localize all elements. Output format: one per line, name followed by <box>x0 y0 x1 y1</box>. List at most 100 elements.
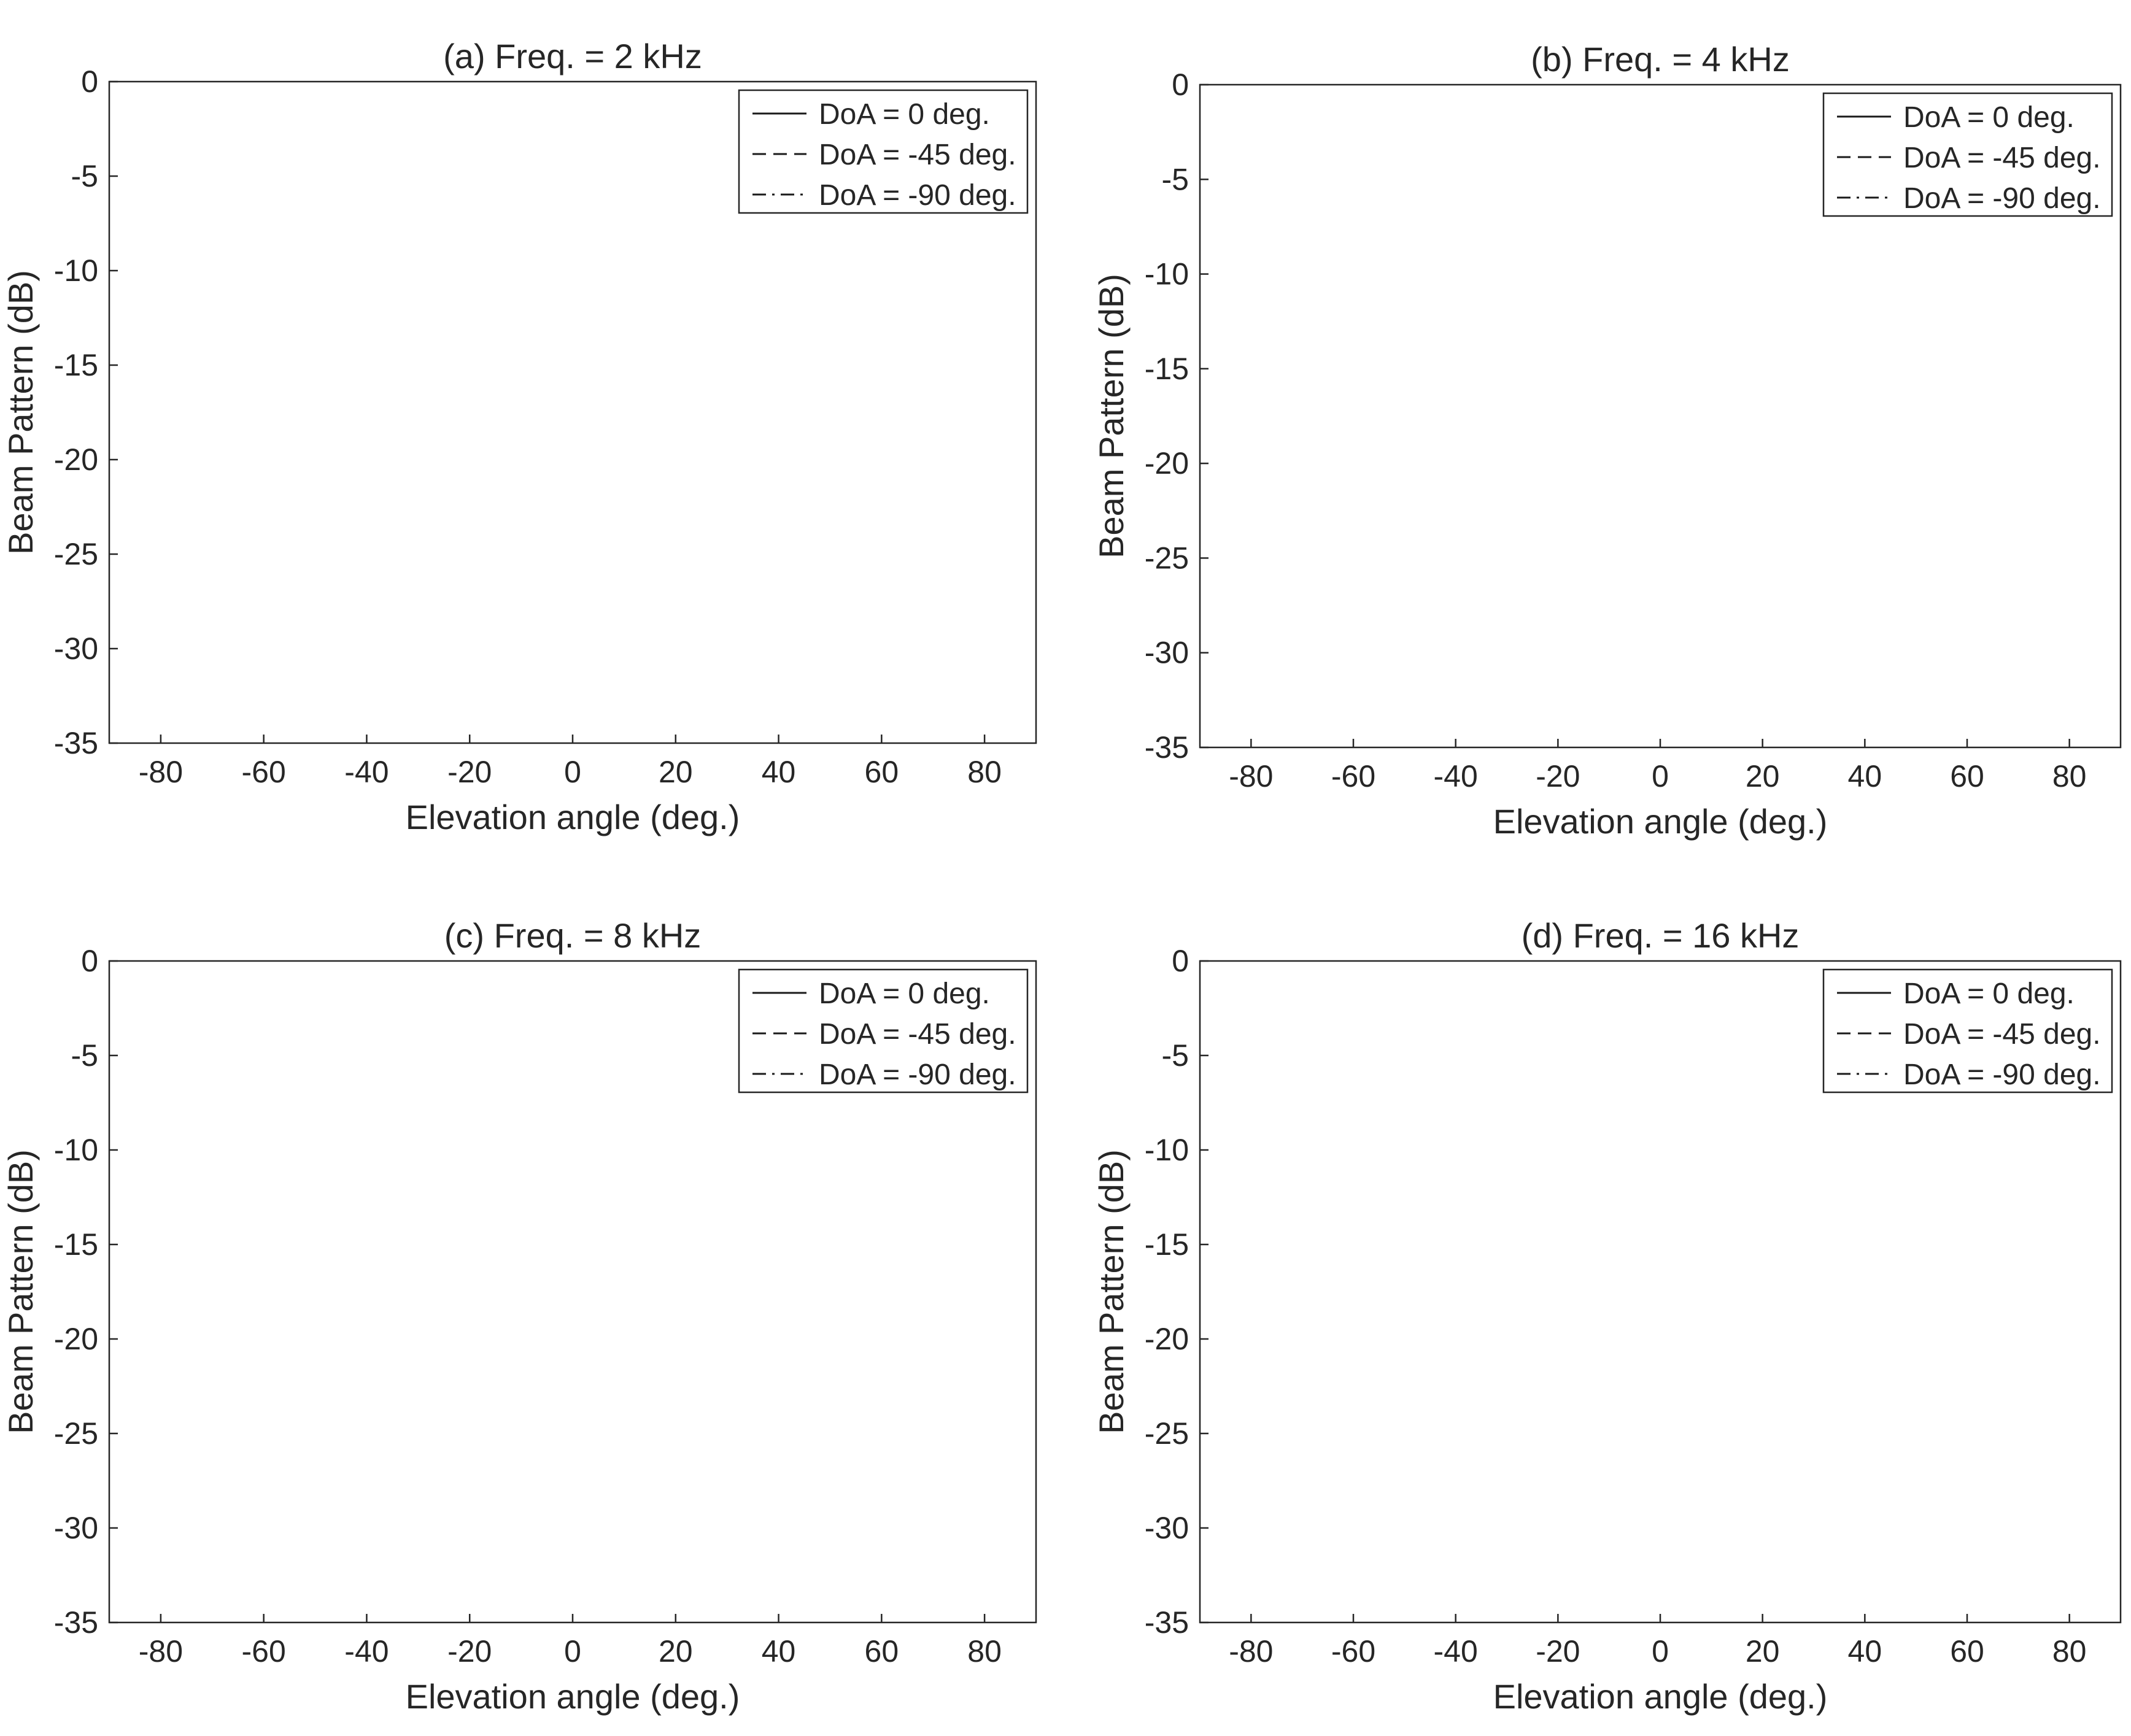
y-tick-label: -20 <box>54 442 98 477</box>
x-tick-label: 0 <box>1652 759 1669 793</box>
legend-entry: DoA = -45 deg. <box>819 139 1016 171</box>
y-tick-label: -20 <box>1145 446 1189 480</box>
y-tick-label: -15 <box>1145 1227 1189 1262</box>
y-tick-label: 0 <box>1172 944 1189 978</box>
chart-title: (a) Freq. = 2 kHz <box>443 37 702 75</box>
x-tick-label: -20 <box>447 755 492 789</box>
x-tick-label: -80 <box>1229 1634 1273 1668</box>
y-tick-label: -35 <box>54 1605 98 1640</box>
x-tick-label: 40 <box>1848 1634 1882 1668</box>
x-tick-label: -40 <box>344 1634 389 1668</box>
legend: DoA = 0 deg. DoA = -45 deg. DoA = -90 deg. <box>1822 968 2113 1094</box>
legend-box <box>1822 92 2113 217</box>
x-tick-label: -80 <box>1229 759 1273 793</box>
y-tick-label: -10 <box>54 1133 98 1167</box>
y-axis-label: Beam Pattern (dB) <box>1092 274 1131 558</box>
x-tick-label: -60 <box>1331 1634 1375 1668</box>
x-tick-label: 0 <box>564 1634 581 1668</box>
y-tick-label: -10 <box>1145 1133 1189 1167</box>
y-tick-label: -35 <box>54 726 98 760</box>
x-tick-label: -60 <box>1331 759 1375 793</box>
x-tick-label: 60 <box>865 755 899 789</box>
x-axis-label: Elevation angle (deg.) <box>406 1677 740 1716</box>
y-tick-label: -20 <box>1145 1322 1189 1356</box>
x-tick-label: 80 <box>2052 759 2087 793</box>
y-tick-label: -20 <box>54 1322 98 1356</box>
legend-entry: DoA = -45 deg. <box>819 1018 1016 1051</box>
y-tick-label: 0 <box>1172 68 1189 102</box>
legend-entry: DoA = -90 deg. <box>819 179 1016 212</box>
x-tick-label: 60 <box>1950 759 1984 793</box>
x-tick-label: 0 <box>1652 1634 1669 1668</box>
x-tick-label: 60 <box>1950 1634 1984 1668</box>
x-axis-label: Elevation angle (deg.) <box>1493 1677 1828 1716</box>
legend-entry: DoA = -90 deg. <box>1903 1059 2101 1091</box>
y-tick-label: -30 <box>1145 636 1189 670</box>
x-tick-label: 80 <box>967 755 1002 789</box>
x-tick-label: -80 <box>139 1634 183 1668</box>
x-tick-label: -40 <box>1434 759 1478 793</box>
y-tick-label: -30 <box>54 631 98 666</box>
y-tick-label: -10 <box>1145 257 1189 291</box>
legend-box <box>738 89 1029 214</box>
x-tick-label: -20 <box>1536 1634 1580 1668</box>
y-tick-label: -25 <box>1145 1416 1189 1451</box>
x-axis-label: Elevation angle (deg.) <box>1493 802 1828 841</box>
legend: DoA = 0 deg. DoA = -45 deg. DoA = -90 deg. <box>1822 92 2113 217</box>
y-axis-label: Beam Pattern (dB) <box>1 1149 40 1434</box>
x-tick-label: -20 <box>1536 759 1580 793</box>
legend-entry: DoA = 0 deg. <box>1903 978 2075 1010</box>
legend-entry: DoA = -45 deg. <box>1903 142 2101 174</box>
x-tick-label: 20 <box>1746 759 1780 793</box>
x-tick-label: -60 <box>242 755 286 789</box>
x-tick-label: -40 <box>344 755 389 789</box>
y-tick-label: -15 <box>54 1227 98 1262</box>
y-tick-label: -5 <box>71 159 98 193</box>
y-tick-label: -15 <box>54 348 98 382</box>
x-tick-label: 80 <box>967 1634 1002 1668</box>
y-tick-label: -5 <box>1162 1038 1189 1073</box>
x-tick-label: 40 <box>762 755 796 789</box>
legend-entry: DoA = -45 deg. <box>1903 1018 2101 1051</box>
x-tick-label: 60 <box>865 1634 899 1668</box>
y-axis-label: Beam Pattern (dB) <box>1092 1149 1131 1434</box>
x-tick-label: -20 <box>447 1634 492 1668</box>
x-axis-label: Elevation angle (deg.) <box>406 798 740 836</box>
y-tick-label: 0 <box>81 944 98 978</box>
x-tick-label: -80 <box>139 755 183 789</box>
x-tick-label: 80 <box>2052 1634 2087 1668</box>
y-tick-label: -25 <box>54 537 98 571</box>
panel-d-16khz: -80 -60 -40 -20 0 20 40 60 80 0 -5 -10 -15 -20 -25 -30 -… <box>1092 916 2122 1716</box>
legend-entry: DoA = 0 deg. <box>1903 101 2075 134</box>
legend-entry: DoA = 0 deg. <box>819 978 990 1010</box>
legend-box <box>738 968 1029 1094</box>
x-tick-label: 0 <box>564 755 581 789</box>
x-tick-label: 20 <box>659 1634 693 1668</box>
x-tick-label: -60 <box>242 1634 286 1668</box>
legend-box <box>1822 968 2113 1094</box>
legend: DoA = 0 deg. DoA = -45 deg. DoA = -90 deg. <box>738 89 1029 214</box>
panel-b-4khz: -80 -60 -40 -20 0 20 40 60 80 0 -5 -10 -15 -20 -25 -30 -… <box>1092 40 2122 841</box>
x-tick-label: 40 <box>762 1634 796 1668</box>
panel-c-8khz: -80 -60 -40 -20 0 20 40 60 80 0 -5 -10 -15 -20 -25 -30 -… <box>1 916 1037 1716</box>
y-tick-label: -5 <box>1162 162 1189 196</box>
chart-title: (c) Freq. = 8 kHz <box>444 916 702 955</box>
y-tick-label: 0 <box>81 64 98 99</box>
y-tick-label: -5 <box>71 1038 98 1073</box>
x-tick-label: -40 <box>1434 1634 1478 1668</box>
y-tick-label: -25 <box>54 1416 98 1451</box>
x-tick-label: 20 <box>659 755 693 789</box>
chart-title: (d) Freq. = 16 kHz <box>1522 916 1800 955</box>
chart-title: (b) Freq. = 4 kHz <box>1531 40 1790 79</box>
y-tick-label: -35 <box>1145 730 1189 765</box>
y-tick-label: -15 <box>1145 352 1189 386</box>
legend-entry: DoA = -90 deg. <box>819 1059 1016 1091</box>
y-tick-label: -30 <box>54 1511 98 1545</box>
y-axis-label: Beam Pattern (dB) <box>1 270 40 555</box>
panel-a-2khz: -80 -60 -40 -20 0 20 40 60 80 0 -5 -10 -15 -20 -25 -30 -… <box>1 37 1037 836</box>
legend: DoA = 0 deg. DoA = -45 deg. DoA = -90 deg. <box>738 968 1029 1094</box>
x-tick-label: 20 <box>1746 1634 1780 1668</box>
x-tick-label: 40 <box>1848 759 1882 793</box>
y-tick-label: -35 <box>1145 1605 1189 1640</box>
